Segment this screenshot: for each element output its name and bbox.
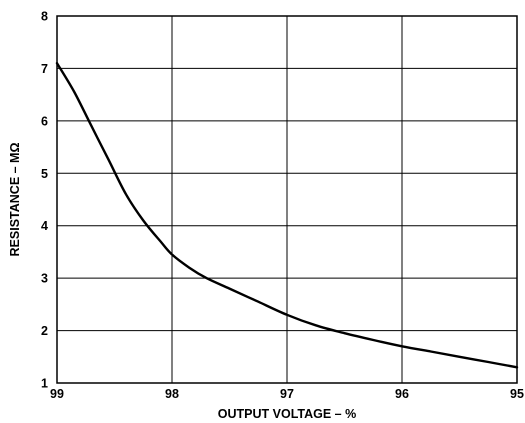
y-tick-labels: 1 2 3 4 5 6 7 8	[41, 10, 48, 391]
y-tick-label: 8	[41, 10, 48, 24]
plot-frame	[56, 15, 518, 384]
y-tick-label: 1	[41, 377, 48, 391]
y-tick-label: 4	[41, 219, 48, 233]
x-tick-label: 99	[50, 387, 64, 401]
x-tick-label: 98	[165, 387, 179, 401]
x-tick-labels: 99 98 97 96 95	[50, 387, 524, 401]
x-tick-label: 95	[510, 387, 524, 401]
x-tick-label: 97	[280, 387, 294, 401]
y-axis-title: RESISTANCE – MΩ	[8, 143, 22, 257]
y-tick-label: 2	[41, 324, 48, 338]
x-tick-label: 96	[395, 387, 409, 401]
grid	[57, 16, 517, 383]
y-tick-label: 5	[41, 167, 48, 181]
series-line	[55, 62, 519, 369]
y-tick-label: 3	[41, 272, 48, 286]
x-axis-title: OUTPUT VOLTAGE – %	[218, 407, 356, 421]
y-tick-label: 7	[41, 62, 48, 76]
y-tick-label: 6	[41, 114, 48, 128]
